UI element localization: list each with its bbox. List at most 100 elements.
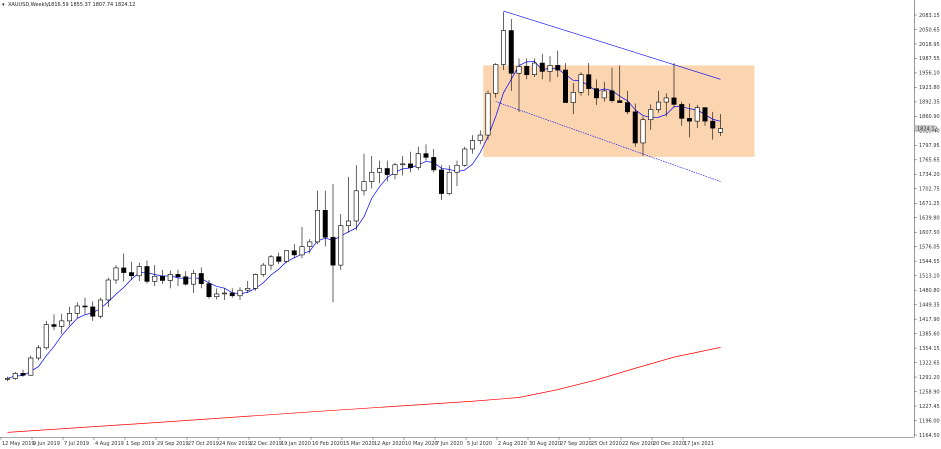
- candle-body: [516, 66, 522, 74]
- candle: [462, 146, 468, 167]
- candle-body: [245, 288, 251, 291]
- candle: [268, 254, 274, 270]
- symbol-dropdown-icon[interactable]: ▾: [2, 2, 5, 8]
- candle: [43, 320, 49, 350]
- candle: [686, 103, 692, 138]
- candle: [105, 277, 111, 307]
- channel-lower-line: [495, 101, 721, 182]
- candle: [655, 90, 661, 113]
- candle: [562, 63, 568, 103]
- candle-body: [694, 107, 700, 122]
- candle: [516, 58, 522, 112]
- candle-body: [601, 90, 607, 99]
- candle: [710, 111, 716, 140]
- candle-body: [152, 275, 158, 282]
- candle: [12, 371, 18, 380]
- candle-body: [113, 267, 119, 281]
- candle: [175, 269, 181, 287]
- candles: [5, 11, 723, 382]
- candle: [679, 101, 685, 126]
- price-tick-label: 1322.65: [919, 360, 940, 366]
- candle-body: [648, 109, 654, 121]
- candle-body: [423, 153, 429, 158]
- price-tick-label: 1227.45: [919, 404, 940, 410]
- candle-body: [586, 74, 592, 89]
- candle-body: [214, 293, 220, 298]
- candle-body: [98, 299, 104, 317]
- candle: [593, 79, 599, 105]
- time-tick-label: 27 Oct 2019: [188, 441, 219, 447]
- candle-body: [431, 157, 437, 171]
- candle: [469, 135, 475, 154]
- candle: [624, 90, 630, 115]
- candle-body: [160, 275, 166, 281]
- candle-body: [283, 250, 289, 262]
- candle: [35, 345, 41, 361]
- candle: [74, 302, 80, 319]
- candle: [237, 287, 243, 300]
- candle-body: [105, 279, 111, 301]
- candle-body: [500, 30, 506, 65]
- price-tick-label: 2083.15: [919, 13, 940, 19]
- candle: [454, 160, 460, 187]
- candle: [260, 262, 266, 277]
- candle-body: [206, 283, 212, 298]
- candle: [423, 144, 429, 161]
- candle-body: [28, 357, 34, 376]
- candle: [578, 72, 584, 96]
- candle-body: [624, 102, 630, 113]
- candle-body: [477, 134, 483, 141]
- candle: [717, 114, 723, 136]
- candle: [500, 11, 506, 71]
- candle-body: [446, 171, 452, 194]
- candle: [322, 190, 328, 247]
- candle: [253, 273, 259, 291]
- candle: [586, 63, 592, 96]
- candle: [353, 165, 359, 231]
- price-tick-label: 1639.80: [919, 216, 940, 222]
- candle-body: [175, 274, 181, 278]
- candle-body: [307, 241, 313, 247]
- current-price-tag: 1824.12: [915, 125, 938, 132]
- consolidation-box: [483, 65, 755, 157]
- ohlc-values: 1816.59 1855.37 1807.74 1824.12: [48, 2, 135, 8]
- price-tick-label: 1734.20: [919, 172, 940, 178]
- price-tick-label: 1956.10: [919, 71, 940, 77]
- candle: [694, 104, 700, 129]
- candle-body: [562, 69, 568, 103]
- price-tick-label: 1765.65: [919, 158, 940, 164]
- candle-body: [593, 88, 599, 99]
- price-tick-label: 1513.10: [919, 273, 940, 279]
- candle-body: [392, 164, 398, 175]
- candle-body: [578, 74, 584, 93]
- price-tick-label: 1923.80: [919, 85, 940, 91]
- price-tick-label: 1797.95: [919, 143, 940, 149]
- candle: [229, 288, 235, 298]
- candle: [369, 155, 375, 189]
- time-tick-label: 7 Jun 2020: [436, 441, 463, 447]
- candle: [446, 165, 452, 196]
- candle: [20, 369, 26, 377]
- candle-body: [121, 267, 127, 273]
- candle: [384, 160, 390, 182]
- candle-body: [617, 100, 623, 103]
- candle-body: [454, 164, 460, 173]
- candle-body: [524, 66, 530, 75]
- candle-body: [485, 92, 491, 136]
- price-tick-label: 1385.60: [919, 331, 940, 337]
- price-tick-label: 2050.65: [919, 27, 940, 33]
- time-tick-label: 20 Dec 2020: [653, 441, 685, 447]
- current-price-box: [915, 125, 935, 133]
- time-tick-label: 17 Jan 2021: [684, 441, 714, 447]
- time-tick-label: 22 Nov 2020: [622, 441, 654, 447]
- candle: [307, 239, 313, 254]
- price-tick-label: 1860.90: [919, 114, 940, 120]
- time-tick-label: 19 Jan 2020: [281, 441, 311, 447]
- time-tick-label: 29 Sep 2019: [157, 441, 189, 447]
- candle-body: [686, 118, 692, 122]
- candle-body: [253, 274, 259, 289]
- candle: [601, 81, 607, 102]
- candle: [508, 18, 514, 91]
- candle-body: [191, 273, 197, 285]
- price-tick-label: 1576.05: [919, 245, 940, 251]
